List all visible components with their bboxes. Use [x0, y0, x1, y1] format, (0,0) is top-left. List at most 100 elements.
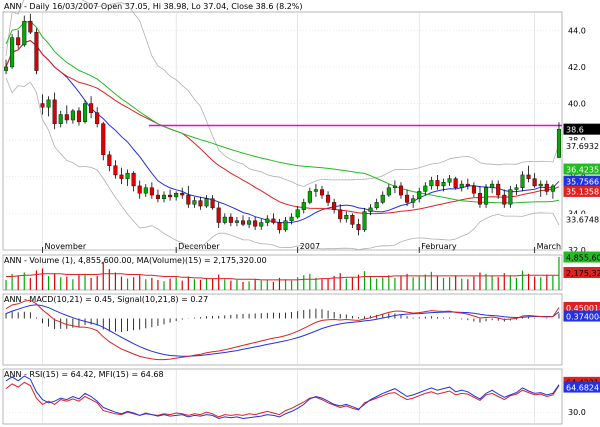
candle-body: [496, 183, 501, 196]
price-value-label: 33.6748: [566, 216, 599, 225]
candle-body: [417, 191, 422, 199]
candle-body: [392, 185, 397, 188]
price-value-label-bg: [563, 213, 600, 225]
candle-body: [46, 99, 51, 108]
candle-body: [307, 191, 312, 203]
candle-body: [344, 215, 349, 220]
volume-panel: ANN - Volume (1), 4,855,600.00, MA(Volum…: [2, 251, 600, 291]
candle-body: [253, 220, 258, 227]
macd-value-label: 0.450018: [566, 304, 600, 313]
candle-body: [429, 180, 434, 187]
x-tick-label: February: [421, 242, 457, 251]
x-tick-label: March: [537, 242, 561, 251]
candle-body: [514, 187, 519, 190]
candle-body: [95, 112, 100, 124]
candle-body: [477, 193, 482, 205]
candle-body: [180, 193, 185, 196]
candle-body: [168, 194, 173, 198]
candle-body: [58, 114, 63, 124]
price-panel-header: ANN - Daily 16/03/2007 Open 37.05, Hi 38…: [4, 2, 303, 11]
price-value-label-bg: [563, 140, 600, 152]
candle-body: [174, 193, 179, 198]
candle-body: [234, 220, 239, 223]
candle-body: [240, 220, 246, 225]
candle-body: [295, 209, 300, 218]
macd-value-label: 0.374004: [566, 312, 600, 321]
candle-body: [64, 114, 69, 121]
candle-body: [34, 31, 39, 71]
candle-body: [265, 218, 270, 223]
candle-body: [289, 216, 294, 221]
bollinger-upper-line: [5, 0, 560, 187]
candle-body: [484, 187, 489, 205]
candle-body: [52, 99, 57, 124]
macd-value-label-bg: [563, 310, 600, 322]
candle-body: [16, 37, 21, 46]
candle-body: [149, 187, 154, 196]
rsi-value-label: 64.6824: [566, 383, 599, 392]
candle-body: [228, 216, 233, 223]
volume-frame: [2, 254, 563, 291]
candle-body: [471, 185, 476, 194]
price-tick-label: 44.0: [568, 26, 586, 35]
candle-body: [374, 202, 379, 209]
candle-body: [119, 174, 124, 179]
candle-body: [338, 209, 343, 220]
candle-body: [83, 103, 88, 123]
candle-body: [435, 180, 440, 187]
candle-body: [131, 172, 136, 187]
candle-body: [380, 194, 385, 203]
bollinger-lower-line: [5, 77, 560, 251]
candle-body: [356, 224, 361, 231]
candle-body: [447, 178, 452, 183]
candle-body: [350, 215, 355, 225]
candle-body: [386, 187, 391, 196]
rsi-line: [5, 381, 560, 418]
price-tick-label: 34.0: [568, 209, 586, 218]
candle-body: [4, 66, 9, 71]
price-value-label-bg: [563, 123, 600, 135]
mfi-line: [5, 375, 560, 420]
candle-body: [277, 222, 282, 231]
price-tick-label: 32.0: [568, 246, 586, 255]
candle-body: [204, 198, 209, 207]
candle-body: [28, 20, 33, 33]
candle-body: [313, 189, 318, 192]
candle-body: [76, 110, 81, 123]
candle-body: [532, 178, 537, 187]
price-value-label: 36.4235: [566, 165, 599, 174]
candle-body: [40, 103, 45, 108]
rsi-panel: ANN - RSI(15) = 64.42, MFI(15) = 64.68 30…: [2, 368, 600, 425]
candle-body: [465, 183, 470, 187]
candle-body: [210, 198, 215, 209]
ma-slow-line: [5, 20, 560, 204]
candle-body: [247, 220, 252, 225]
candle-body: [192, 200, 197, 205]
candle-body: [101, 123, 106, 156]
candle-body: [550, 185, 555, 192]
candle-body: [502, 194, 507, 205]
candle-body: [459, 183, 464, 188]
price-value-label: 37.6932: [566, 142, 599, 151]
candle-body: [107, 154, 112, 166]
candle-body: [326, 194, 331, 203]
rsi-frame: [2, 368, 563, 425]
price-value-label: 35.1358: [566, 188, 599, 197]
candle-body: [319, 189, 325, 196]
price-tick-label: 40.0: [568, 100, 586, 109]
candle-body: [222, 216, 227, 223]
macd-panel: ANN - MACD(10,21) = 0.45, Signal(10,21,8…: [2, 293, 600, 366]
candle-body: [22, 20, 27, 46]
candle-body: [520, 174, 525, 188]
price-value-label-bg: [563, 163, 600, 175]
x-tick-label: November: [44, 242, 86, 251]
x-tick-label: December: [178, 242, 220, 251]
candle-body: [198, 200, 203, 207]
rsi-panel-header: ANN - RSI(15) = 64.42, MFI(15) = 64.68: [4, 370, 164, 379]
volume-value-label: 2,175,320: [566, 269, 600, 278]
macd-signal-line: [5, 304, 560, 357]
candle-body: [216, 207, 221, 223]
candle-body: [137, 185, 142, 194]
macd-panel-header: ANN - MACD(10,21) = 0.45, Signal(10,21,8…: [4, 295, 208, 304]
